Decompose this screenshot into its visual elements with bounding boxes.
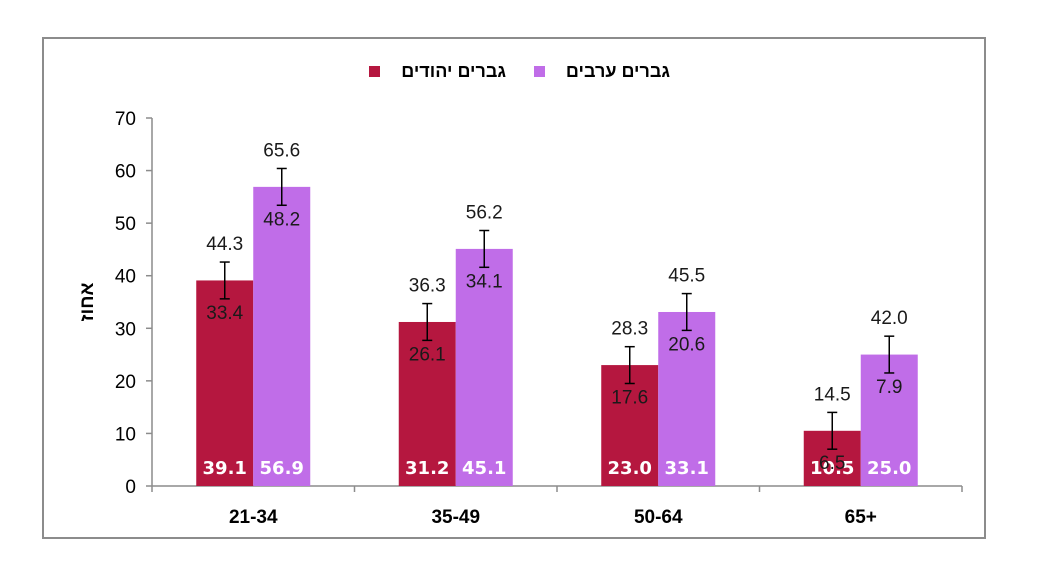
ci-upper-label: 56.2 xyxy=(466,203,503,224)
error-bars xyxy=(219,167,895,450)
legend: גברים ערבים גברים יהודים xyxy=(369,61,670,81)
bar xyxy=(658,311,716,486)
bar xyxy=(601,365,659,486)
y-tick-label: 40 xyxy=(115,267,136,288)
ci-upper-label: 65.6 xyxy=(263,140,300,161)
bar-value-label: 10.5 xyxy=(810,458,854,479)
legend-swatch xyxy=(369,66,380,77)
ci-upper-label: 44.3 xyxy=(206,234,243,255)
bar-value-label: 45.1 xyxy=(462,458,506,479)
y-tick-label: 20 xyxy=(115,372,136,393)
bar-value-label: 39.1 xyxy=(203,458,247,479)
chart-frame: גברים ערבים גברים יהודים אחוז 0 10 20 30 40 50… xyxy=(42,37,986,539)
bar xyxy=(398,321,456,486)
bar-value-label: 33.1 xyxy=(665,458,709,479)
y-axis-label: אחוז xyxy=(77,282,98,321)
ci-lower-label: 33.4 xyxy=(206,303,243,324)
ci-lower-label: 26.1 xyxy=(409,344,446,365)
ci-upper-label: 28.3 xyxy=(611,319,648,340)
bar-value-label: 25.0 xyxy=(867,458,911,479)
ci-lower-label: 17.6 xyxy=(611,387,648,408)
x-category-label: 50-64 xyxy=(634,507,683,528)
bar xyxy=(455,248,513,486)
bar xyxy=(860,354,918,486)
bar-value-label: 31.2 xyxy=(405,458,449,479)
x-category-label: 35-49 xyxy=(431,507,480,528)
legend-swatch xyxy=(534,66,545,77)
ci-lower-label: 6.5 xyxy=(819,453,845,474)
bar xyxy=(196,280,254,486)
ci-lower-label: 20.6 xyxy=(668,334,705,355)
ci-lower-label: 48.2 xyxy=(263,209,300,230)
axes: 0 10 20 30 40 50 60 70 21-34 35-49 50-64 65+ xyxy=(115,109,963,528)
y-tick-label: 70 xyxy=(115,109,136,130)
legend-label: גברים יהודים xyxy=(401,61,506,81)
x-category-label: 21-34 xyxy=(229,507,278,528)
data-labels: 39.1 44.3 33.4 31.2 36.3 26.1 23.0 28.3 17.6 10.5… xyxy=(203,140,912,479)
ci-lower-label: 7.9 xyxy=(876,377,902,398)
bar-value-label: 23.0 xyxy=(608,458,652,479)
bars xyxy=(196,186,918,486)
ci-upper-label: 42.0 xyxy=(871,308,908,329)
y-tick-label: 30 xyxy=(115,319,136,340)
y-tick-label: 50 xyxy=(115,214,136,235)
ci-upper-label: 36.3 xyxy=(409,276,446,297)
x-category-label: 65+ xyxy=(845,507,877,528)
ci-lower-label: 34.1 xyxy=(466,271,503,292)
bar-value-label: 56.9 xyxy=(260,458,304,479)
bar-chart: גברים ערבים גברים יהודים אחוז 0 10 20 30 40 50… xyxy=(77,61,963,528)
y-tick-label: 60 xyxy=(115,162,136,183)
ci-upper-label: 45.5 xyxy=(668,266,705,287)
y-tick-label: 10 xyxy=(115,424,136,445)
legend-label: גברים ערבים xyxy=(566,61,670,81)
y-tick-label: 0 xyxy=(125,477,136,498)
ci-upper-label: 14.5 xyxy=(814,384,851,405)
bar xyxy=(253,186,311,486)
